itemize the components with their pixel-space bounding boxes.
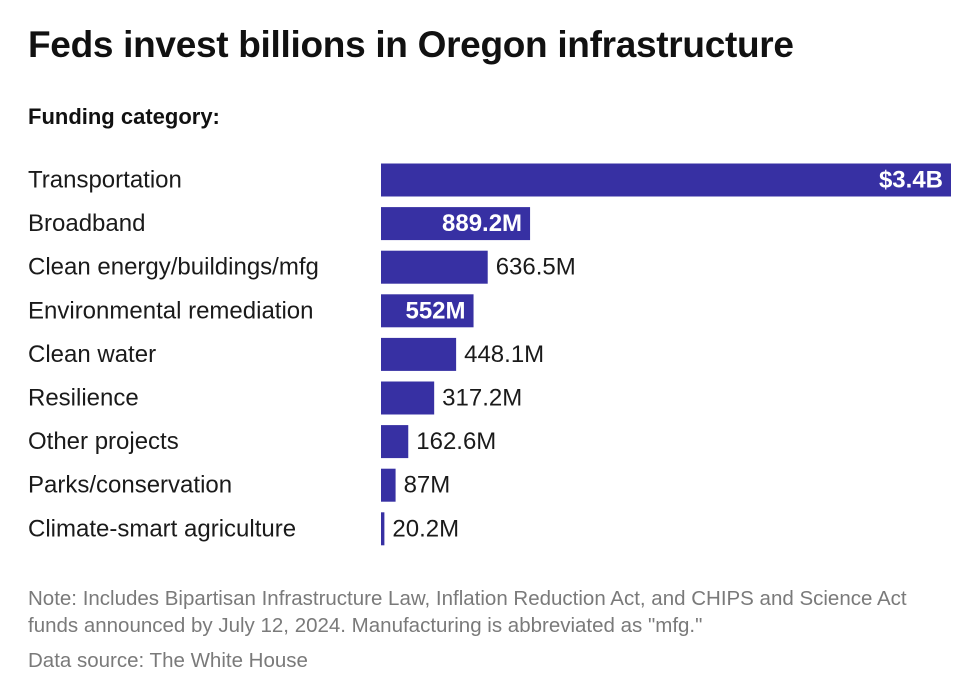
category-label-climate-smart-agriculture: Climate-smart agriculture (28, 515, 296, 542)
value-label-transportation: $3.4B (879, 167, 943, 194)
bar-parks-conservation (381, 468, 396, 502)
bar-environmental-remediation (381, 294, 474, 328)
bar-broadband (381, 207, 531, 241)
bar-resilience (381, 381, 435, 415)
value-label-parks-conservation: 87M (404, 472, 451, 499)
category-label-other-projects: Other projects (28, 428, 179, 455)
category-label-broadband: Broadband (28, 210, 145, 237)
data-source: Data source: The White House (28, 649, 308, 672)
bar-other-projects (381, 425, 409, 459)
value-label-broadband: 889.2M (442, 210, 522, 237)
chart-title: Feds invest billions in Oregon infrastru… (28, 24, 794, 65)
value-label-clean-energy-buildings-mfg: 636.5M (496, 254, 576, 281)
bar-clean-water (381, 337, 457, 371)
category-label-clean-energy-buildings-mfg: Clean energy/buildings/mfg (28, 254, 319, 281)
chart-subtitle: Funding category: (28, 104, 220, 129)
value-label-other-projects: 162.6M (416, 428, 496, 455)
bar-climate-smart-agriculture (381, 512, 385, 546)
category-label-transportation: Transportation (28, 167, 182, 194)
bar-chart: Transportation $3.4B Broadband 889.2M Clean … (28, 163, 951, 546)
category-label-environmental-remediation: Environmental remediation (28, 297, 313, 324)
category-label-clean-water: Clean water (28, 341, 156, 368)
value-label-resilience: 317.2M (442, 385, 522, 412)
value-label-clean-water: 448.1M (464, 341, 544, 368)
chart-note: Note: Includes Bipartisan Infrastructure… (28, 587, 907, 637)
value-label-environmental-remediation: 552M (405, 297, 465, 324)
value-label-climate-smart-agriculture: 20.2M (392, 515, 459, 542)
bar-transportation (381, 163, 951, 197)
category-label-resilience: Resilience (28, 385, 139, 412)
bar-clean-energy-buildings-mfg (381, 250, 488, 284)
category-label-parks-conservation: Parks/conservation (28, 472, 232, 499)
